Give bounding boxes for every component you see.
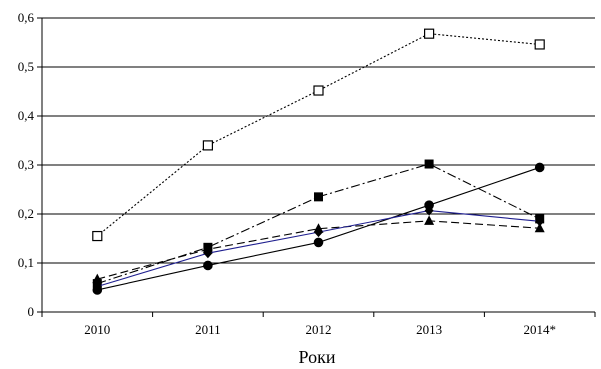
data-point bbox=[313, 237, 324, 248]
data-point bbox=[92, 230, 103, 242]
x-tick-label: 2014* bbox=[523, 322, 556, 337]
x-axis-title: Роки bbox=[299, 347, 336, 367]
data-point bbox=[534, 162, 545, 173]
x-tick-label: 2011 bbox=[195, 322, 221, 337]
x-tick-label: 2010 bbox=[84, 322, 110, 337]
series-5 bbox=[92, 205, 545, 292]
gridlines bbox=[42, 17, 595, 264]
x-tick-label: 2012 bbox=[306, 322, 332, 337]
data-point bbox=[203, 260, 213, 271]
data-point bbox=[313, 85, 324, 96]
y-tick-label: 0,6 bbox=[18, 10, 35, 25]
data-point bbox=[203, 248, 213, 259]
data-point bbox=[92, 281, 102, 292]
data-point bbox=[424, 28, 435, 39]
data-point bbox=[424, 215, 435, 225]
y-tick-label: 0 bbox=[28, 304, 35, 319]
series bbox=[92, 28, 545, 295]
data-point bbox=[92, 273, 103, 284]
data-point bbox=[314, 227, 323, 238]
data-point bbox=[424, 205, 434, 216]
data-point bbox=[535, 216, 545, 227]
series-4 bbox=[92, 215, 545, 284]
y-tick-label: 0,5 bbox=[18, 59, 34, 74]
series-line bbox=[97, 220, 540, 280]
data-point bbox=[424, 159, 434, 169]
y-tick-label: 0,3 bbox=[18, 157, 34, 172]
series-line bbox=[97, 163, 540, 285]
y-tick-label: 0,4 bbox=[18, 108, 35, 123]
x-tick-labels: 2010 2011 2012 2013 2014* bbox=[84, 322, 556, 337]
y-tick-labels: 0 0,1 0,2 0,3 0,4 0,5 0,6 bbox=[18, 10, 35, 319]
series-1 bbox=[92, 28, 545, 242]
data-point bbox=[202, 140, 213, 151]
x-tick-label: 2013 bbox=[416, 322, 442, 337]
data-point bbox=[314, 192, 323, 202]
axes bbox=[37, 17, 596, 317]
series-line bbox=[96, 33, 540, 237]
data-point bbox=[534, 39, 545, 50]
y-tick-label: 0,1 bbox=[18, 255, 34, 270]
data-point bbox=[534, 222, 545, 233]
data-point bbox=[424, 200, 434, 210]
y-tick-label: 0,2 bbox=[18, 206, 34, 221]
